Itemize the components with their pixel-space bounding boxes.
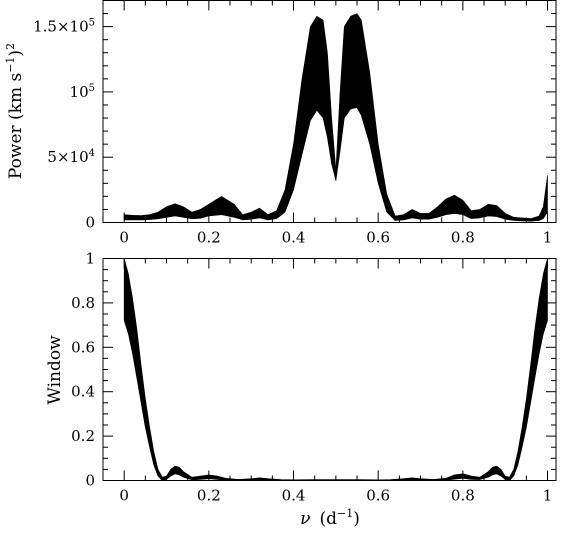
window-ytick-label: 1: [85, 250, 95, 268]
power-xtick-label: 0.4: [282, 229, 306, 247]
power-spectrum-series: [123, 13, 548, 222]
window-xtick-label: 0.4: [282, 487, 306, 505]
power-xtick-label: 0.8: [451, 229, 475, 247]
power-axis-title: Power (km s−1)2: [4, 43, 26, 179]
power-ytick-label: 0: [85, 214, 95, 232]
window-ytick-label: 0.8: [71, 294, 95, 312]
frequency-axis-title: ν (d−1): [300, 507, 360, 529]
window-tick-labels: 0 0.2 0.4 0.6 0.8 1 0 0.2 0.4 0.6 0.8 1: [71, 250, 552, 505]
window-ytick-label: 0: [85, 472, 95, 490]
window-ytick-label: 0.4: [71, 383, 95, 401]
power-spectrum-panel: 0 0.2 0.4 0.6 0.8 1 0 5×104 105 1.5×105 Power (km…: [4, 0, 557, 247]
window-xtick-label: 1: [543, 487, 553, 505]
window-xtick-label: 0.2: [197, 487, 221, 505]
window-plot-frame: [102, 258, 557, 481]
power-plot-frame: [102, 0, 557, 223]
power-xtick-label: 0.6: [366, 229, 390, 247]
power-xtick-label: 0.2: [197, 229, 221, 247]
power-xtick-label: 1: [543, 229, 553, 247]
window-ytick-label: 0.6: [71, 338, 95, 356]
power-ytick-label: 105: [70, 83, 95, 101]
window-xtick-label: 0.6: [366, 487, 390, 505]
window-axis-title: Window: [45, 335, 65, 405]
window-xtick-label: 0.8: [451, 487, 475, 505]
power-series-envelope-0: [123, 13, 548, 222]
window-ytick-label: 0.2: [71, 427, 95, 445]
window-series-envelope-0: [123, 258, 548, 481]
window-xtick-label: 0: [119, 487, 129, 505]
power-xtick-label: 0: [119, 229, 129, 247]
power-tick-labels: 0 0.2 0.4 0.6 0.8 1 0 5×104 105 1.5×105: [33, 18, 552, 247]
power-ytick-label: 1.5×105: [33, 18, 95, 36]
power-ytick-label: 5×104: [47, 148, 95, 166]
window-function-panel: 0 0.2 0.4 0.6 0.8 1 0 0.2 0.4 0.6 0.8 1 Window ν (d−…: [45, 250, 557, 529]
power-axis-ticks: [103, 0, 556, 223]
window-function-series: [123, 258, 548, 481]
window-axis-ticks: [103, 258, 556, 481]
